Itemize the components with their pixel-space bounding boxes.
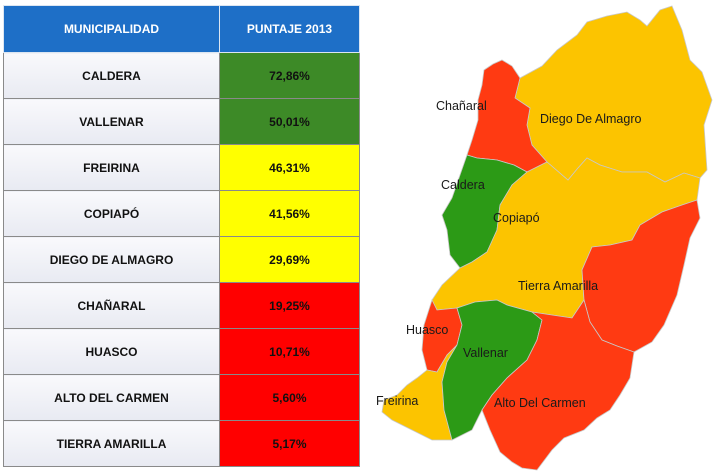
score-cell: 19,25%	[219, 282, 360, 329]
score-cell: 72,86%	[219, 52, 360, 99]
municipality-name: ALTO DEL CARMEN	[3, 374, 220, 421]
municipality-name: CHAÑARAL	[3, 282, 220, 329]
label-alto-del-carmen: Alto Del Carmen	[494, 396, 586, 410]
label-huasco: Huasco	[406, 323, 448, 337]
label-caldera: Caldera	[441, 178, 485, 192]
score-cell: 5,60%	[219, 374, 360, 421]
table-body: CALDERA 72,86% VALLENAR 50,01% FREIRINA …	[3, 52, 360, 467]
score-cell: 29,69%	[219, 236, 360, 283]
municipality-name: VALLENAR	[3, 98, 220, 145]
table-header-row: MUNICIPALIDAD PUNTAJE 2013	[3, 5, 360, 53]
municipality-name: HUASCO	[3, 328, 220, 375]
atacama-map: Chañaral Diego De Almagro Caldera Copiap…	[372, 0, 722, 475]
score-cell: 46,31%	[219, 144, 360, 191]
header-municipality: MUNICIPALIDAD	[3, 5, 220, 53]
region-freirina	[381, 344, 458, 441]
table-row: COPIAPÓ 41,56%	[3, 190, 360, 237]
score-cell: 50,01%	[219, 98, 360, 145]
table-row: FREIRINA 46,31%	[3, 144, 360, 191]
table-row: TIERRA AMARILLA 5,17%	[3, 420, 360, 467]
score-cell: 10,71%	[219, 328, 360, 375]
label-copiapo: Copiapó	[493, 211, 540, 225]
table-row: CHAÑARAL 19,25%	[3, 282, 360, 329]
label-tierra-amarilla: Tierra Amarilla	[518, 279, 598, 293]
municipality-score-table: MUNICIPALIDAD PUNTAJE 2013 CALDERA 72,86…	[3, 5, 360, 467]
region-diego-de-almagro	[514, 5, 713, 183]
municipality-name: COPIAPÓ	[3, 190, 220, 237]
table-row: DIEGO DE ALMAGRO 29,69%	[3, 236, 360, 283]
region-alto-del-carmen	[481, 299, 635, 471]
table-row: ALTO DEL CARMEN 5,60%	[3, 374, 360, 421]
score-cell: 5,17%	[219, 420, 360, 467]
municipality-name: CALDERA	[3, 52, 220, 99]
municipality-name: FREIRINA	[3, 144, 220, 191]
score-cell: 41,56%	[219, 190, 360, 237]
table-row: VALLENAR 50,01%	[3, 98, 360, 145]
municipality-name: DIEGO DE ALMAGRO	[3, 236, 220, 283]
table-row: CALDERA 72,86%	[3, 52, 360, 99]
label-vallenar: Vallenar	[463, 346, 508, 360]
municipality-name: TIERRA AMARILLA	[3, 420, 220, 467]
table-row: HUASCO 10,71%	[3, 328, 360, 375]
label-chanaral: Chañaral	[436, 99, 487, 113]
label-diego-de-almagro: Diego De Almagro	[540, 112, 641, 126]
header-score: PUNTAJE 2013	[219, 5, 360, 53]
label-freirina: Freirina	[376, 394, 418, 408]
